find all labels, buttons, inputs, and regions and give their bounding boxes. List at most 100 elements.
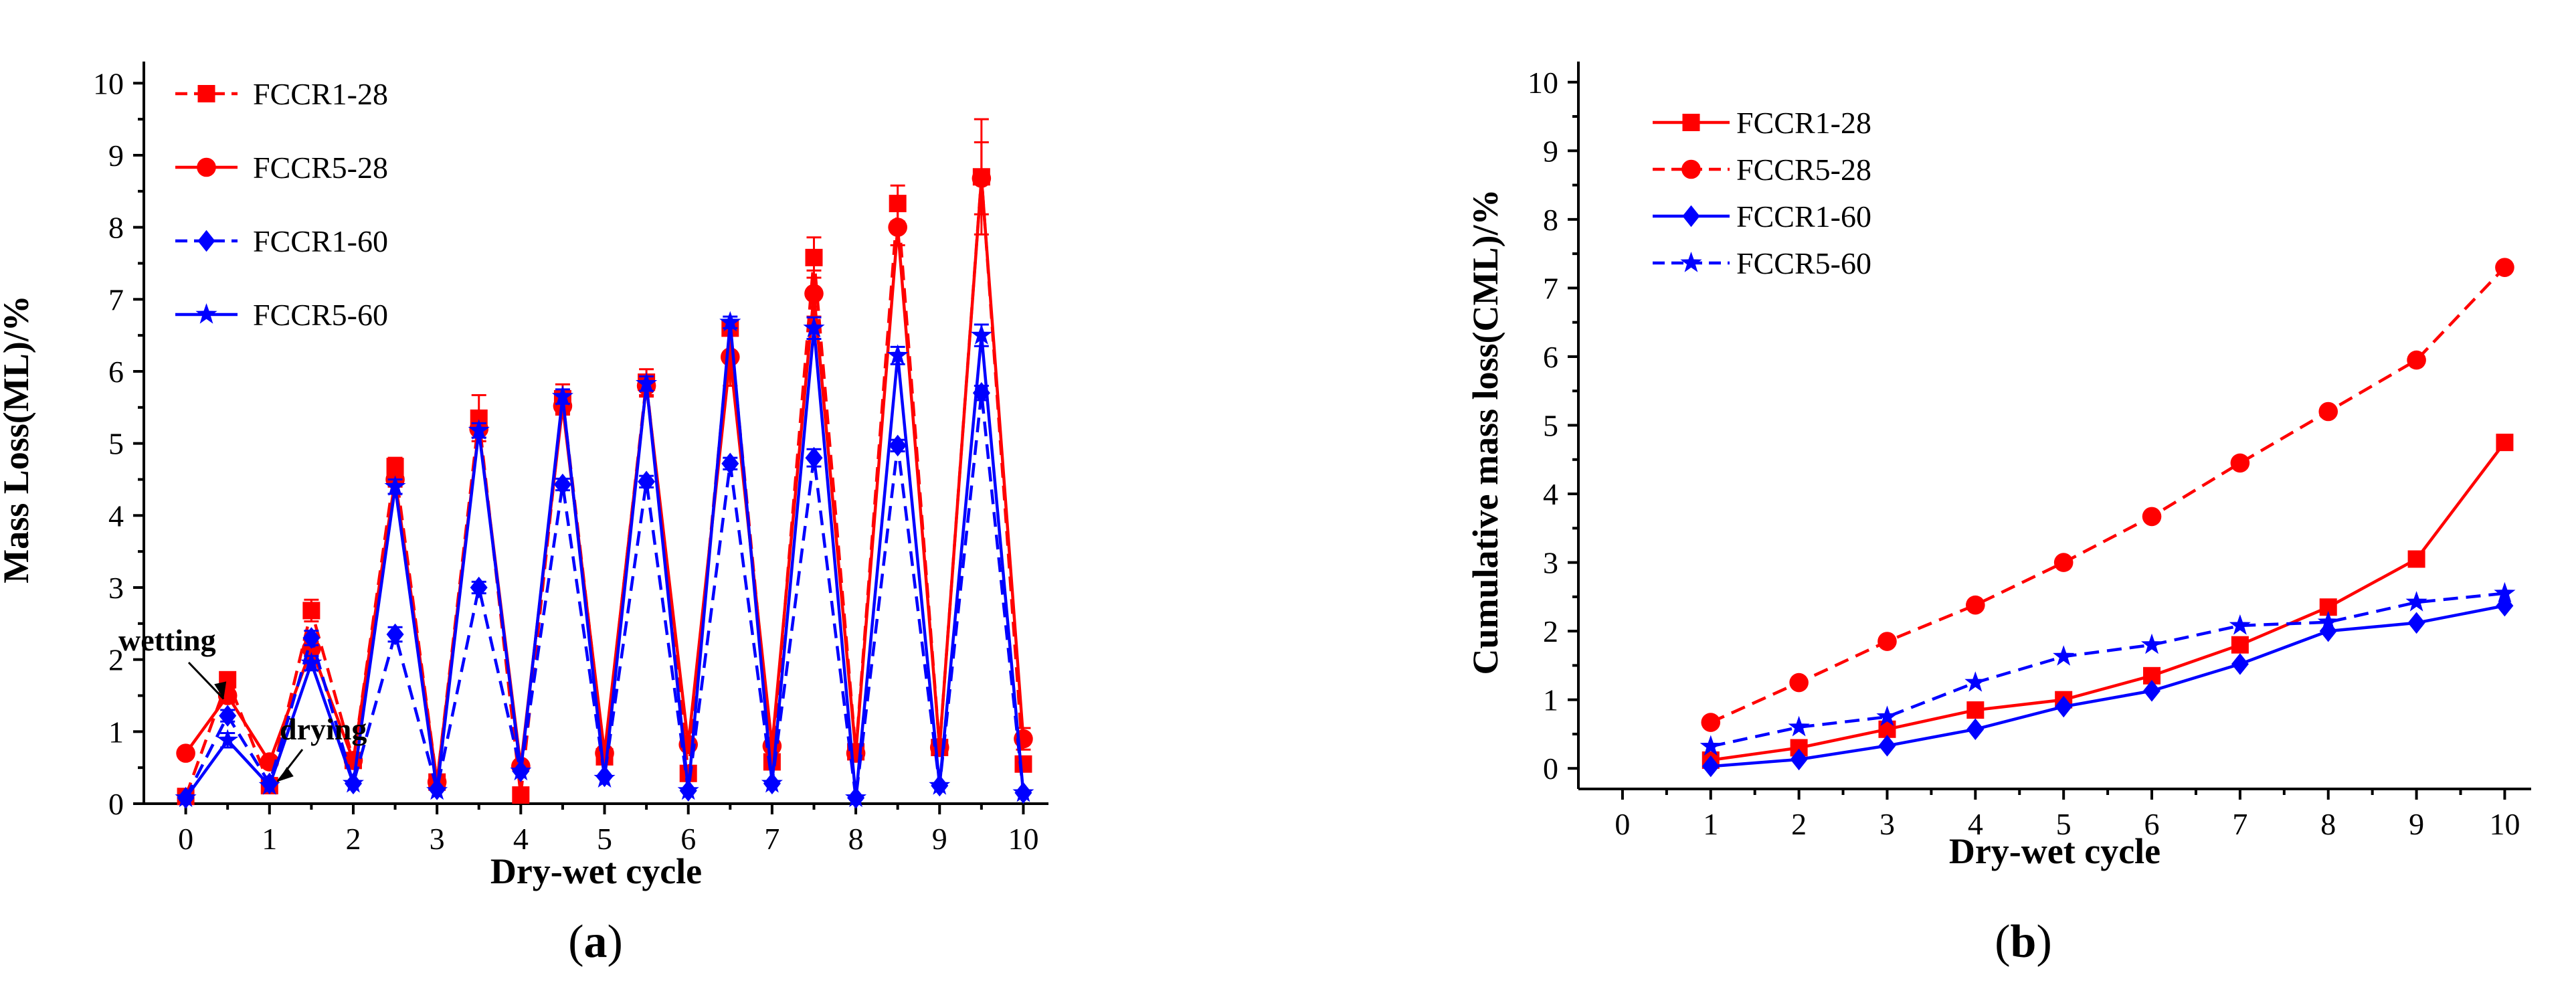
- x-tick-label: 7: [2232, 807, 2247, 841]
- data-point: [595, 743, 614, 763]
- x-tick-label: 4: [513, 822, 529, 856]
- x-tick-label: 6: [2144, 807, 2160, 841]
- data-point: [512, 786, 530, 804]
- series-line: [1710, 441, 2506, 762]
- data-point: [2229, 614, 2251, 635]
- x-tick-label: 6: [680, 822, 696, 856]
- x-tick-label: 4: [1968, 807, 1983, 841]
- y-tick-label: 2: [1543, 614, 1558, 648]
- legend-label: FCCR1-28: [1736, 106, 1871, 140]
- data-point: [2318, 402, 2338, 422]
- x-tick-label: 1: [262, 822, 277, 856]
- data-point: [721, 452, 739, 474]
- series-line: [184, 177, 1025, 797]
- data-point: [2317, 610, 2339, 632]
- data-point: [1966, 718, 1985, 740]
- data-point: [510, 760, 532, 781]
- x-tick-label: 10: [2489, 807, 2520, 841]
- data-point: [219, 705, 237, 727]
- legend-marker: [1680, 252, 1702, 272]
- data-point: [258, 774, 280, 795]
- data-point: [1699, 735, 1722, 756]
- data-point: [1877, 632, 1897, 651]
- data-point: [805, 446, 823, 469]
- y-tick-label: 3: [108, 571, 124, 605]
- data-point: [970, 324, 992, 345]
- data-point: [553, 473, 571, 496]
- y-tick-label: 1: [108, 715, 124, 749]
- legend-marker: [1682, 205, 1700, 228]
- data-point: [2231, 653, 2249, 675]
- panel-b-cumulative-mass-loss-chart: 0 1 2 3 4 5 6 7 8 9 10 0 1 2 3 4 5 6 7 8 9 10 Dry-wet cycle Cum…: [1465, 62, 2531, 968]
- series-fccr5-60: [1699, 582, 2516, 756]
- x-tick-label: 8: [2320, 807, 2336, 841]
- y-tick-label: 0: [108, 787, 124, 821]
- x-tick-label: 10: [1008, 822, 1038, 856]
- legend-marker: [1681, 159, 1701, 179]
- data-point: [2230, 453, 2250, 473]
- x-tick-label: 5: [2056, 807, 2072, 841]
- x-tick-label: 1: [1703, 807, 1718, 841]
- x-tick-label: 5: [597, 822, 612, 856]
- caption-open: (: [1995, 916, 2010, 968]
- data-point: [1701, 755, 1720, 778]
- data-point: [761, 772, 783, 793]
- y-tick-label: 6: [108, 355, 124, 389]
- series-fccr1-60: [1701, 594, 2514, 778]
- y-tick-label: 0: [1543, 751, 1558, 786]
- y-tick-label: 10: [93, 66, 124, 100]
- data-point: [638, 470, 656, 493]
- series-fccr5-60: [175, 310, 1034, 808]
- data-point: [2053, 553, 2074, 572]
- data-point: [2496, 434, 2514, 452]
- data-point: [889, 434, 907, 457]
- series-line: [1710, 266, 2506, 724]
- data-point: [1789, 673, 1809, 693]
- data-point: [2141, 633, 2163, 654]
- x-tick-label: 9: [2409, 807, 2424, 841]
- y-tick-label: 5: [108, 427, 124, 461]
- x-tick-label: 2: [1791, 807, 1807, 841]
- caption-letter: b: [2011, 916, 2037, 968]
- y-tick-label: 6: [1543, 340, 1558, 374]
- legend: FCCR1-28 FCCR5-28 FCCR1-60 FCCR5-60: [175, 77, 388, 332]
- data-point: [720, 347, 740, 367]
- data-point: [302, 602, 320, 620]
- legend-label: FCCR5-60: [1736, 246, 1871, 280]
- data-point: [1966, 595, 1985, 615]
- y-tick-label: 7: [108, 282, 124, 317]
- legend-marker: [197, 85, 215, 102]
- data-point: [805, 248, 823, 266]
- data-point: [2053, 645, 2075, 666]
- legend-label: FCCR1-60: [1736, 199, 1871, 234]
- series-line: [1710, 592, 2505, 748]
- legend-marker: [1682, 114, 1700, 131]
- legend-marker: [197, 230, 215, 252]
- data-point: [300, 652, 323, 673]
- data-point: [1012, 781, 1034, 802]
- x-axis-title: Dry-wet cycle: [490, 851, 702, 891]
- data-point: [384, 475, 406, 496]
- y-tick-label: 8: [1543, 203, 1558, 237]
- y-tick-label: 2: [108, 643, 124, 677]
- data-point: [175, 786, 197, 808]
- data-point: [677, 779, 699, 800]
- legend-label: FCCR1-60: [253, 224, 388, 258]
- data-point: [636, 372, 658, 393]
- legend-label: FCCR1-28: [253, 77, 388, 111]
- data-point: [929, 774, 951, 795]
- x-tick-label: 8: [848, 822, 864, 856]
- data-point: [2142, 507, 2162, 527]
- x-tick-label: 3: [430, 822, 445, 856]
- legend-label: FCCR5-60: [253, 298, 388, 332]
- y-axis-title: Mass Loss(ML)/%: [0, 295, 36, 584]
- data-point: [342, 772, 364, 793]
- data-point: [2496, 594, 2514, 617]
- x-tick-label: 3: [1879, 807, 1895, 841]
- legend: FCCR1-28 FCCR5-28 FCCR1-60 FCCR5-60: [1653, 106, 1871, 280]
- data-point: [593, 767, 616, 788]
- legend-label: FCCR5-28: [253, 151, 388, 185]
- series-fccr1-28: [1701, 434, 2514, 769]
- x-axis-title: Dry-wet cycle: [1949, 831, 2160, 871]
